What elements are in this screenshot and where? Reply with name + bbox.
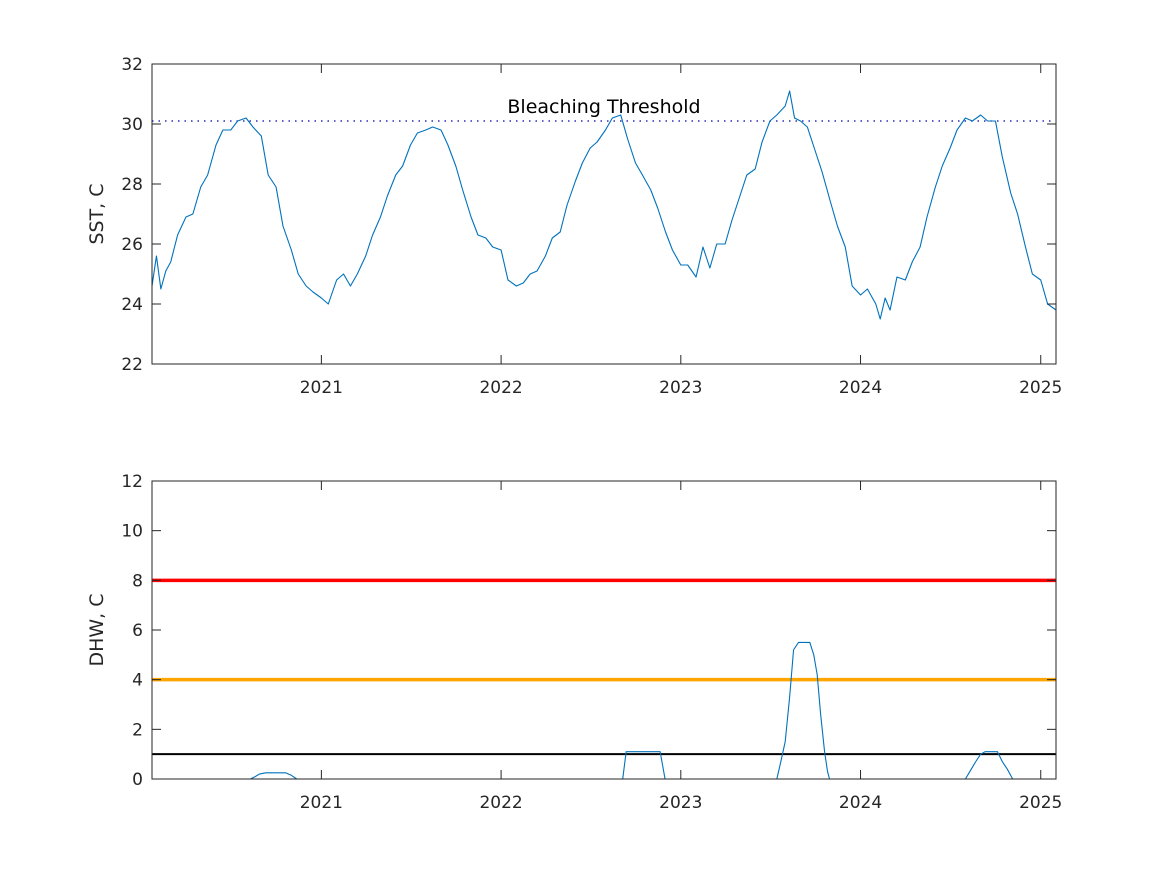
- dhw-xtick-label: 2025: [1019, 793, 1062, 813]
- sst-ytick-label: 28: [121, 175, 143, 195]
- dhw-ytick-label: 12: [121, 472, 143, 492]
- sst-panel: 22 24 26 28 30 32 2021 2022 2023 2024 2025 SST, C Bl…: [86, 55, 1062, 398]
- dhw-ytick-label: 10: [121, 522, 143, 542]
- dhw-panel: 0 2 4 6 8 10 12 2021 2022 2023 2024 2025 DHW, C: [86, 472, 1062, 813]
- dhw-plot-area: [152, 481, 1056, 779]
- sst-ytick-label: 22: [121, 355, 143, 375]
- dhw-ytick-label: 0: [132, 770, 143, 790]
- sst-plot-area: [152, 64, 1056, 364]
- sst-ytick-label: 32: [121, 55, 143, 75]
- sst-xtick-label: 2024: [839, 378, 882, 398]
- sst-ytick-label: 26: [121, 235, 143, 255]
- sst-threshold-annotation: Bleaching Threshold: [507, 96, 700, 118]
- dhw-series-line: [152, 641, 1056, 780]
- sst-ytick-label: 24: [121, 295, 143, 315]
- sst-xtick-label: 2021: [300, 378, 343, 398]
- sst-y-axis-label: SST, C: [86, 183, 108, 244]
- sst-xtick-label: 2023: [659, 378, 702, 398]
- sst-ytick-label: 30: [121, 115, 143, 135]
- dhw-xtick-label: 2021: [300, 793, 343, 813]
- dhw-xtick-label: 2024: [839, 793, 882, 813]
- sst-xtick-label: 2022: [479, 378, 522, 398]
- dhw-xtick-label: 2022: [479, 793, 522, 813]
- dhw-y-axis-label: DHW, C: [86, 593, 108, 666]
- dhw-xtick-label: 2023: [659, 793, 702, 813]
- dhw-ytick-label: 6: [132, 621, 143, 641]
- dhw-ytick-label: 4: [132, 671, 143, 691]
- dhw-ytick-label: 8: [132, 571, 143, 591]
- sst-series-line: [151, 90, 1057, 320]
- sst-axes-frame: [151, 63, 1057, 365]
- dhw-ytick-label: 2: [132, 720, 143, 740]
- sst-xtick-label: 2025: [1019, 378, 1062, 398]
